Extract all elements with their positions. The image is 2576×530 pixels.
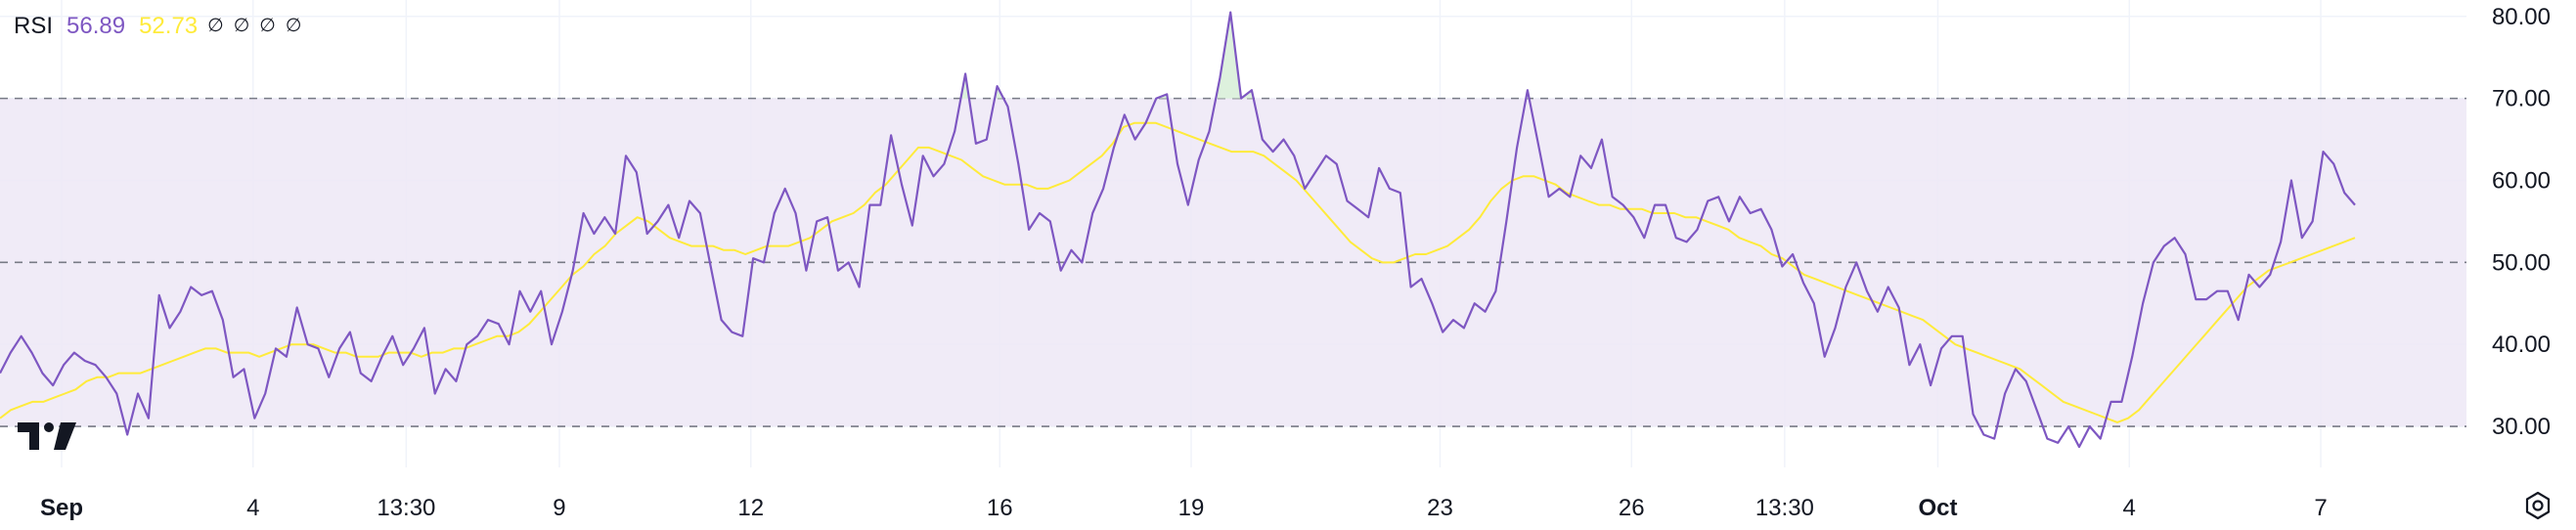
x-tick-label: 7 (2314, 495, 2327, 521)
rsi-level-lines (0, 97, 2466, 427)
rsi-value: 56.89 (67, 13, 126, 39)
y-axis: 80.00 70.00 60.00 50.00 40.00 30.00 (2492, 4, 2551, 440)
y-tick-label: 50.00 (2492, 249, 2551, 276)
x-tick-label: Sep (40, 495, 83, 521)
indicator-title: RSI (14, 13, 54, 39)
na-value: ∅ (285, 16, 312, 36)
rsi-line (0, 11, 2356, 449)
x-tick-label: 13:30 (377, 495, 435, 521)
indicator-legend[interactable]: RSI 56.89 52.73 ∅∅∅∅ (14, 12, 311, 41)
x-tick-label: 4 (246, 495, 259, 521)
x-tick-label: 12 (737, 495, 764, 521)
x-tick-label: 23 (1427, 495, 1453, 521)
na-value: ∅ (207, 16, 234, 36)
x-tick-label: Oct (1918, 495, 1957, 521)
rsi-ma-value: 52.73 (139, 13, 199, 39)
x-tick-label: 26 (1619, 495, 1645, 521)
y-tick-label: 60.00 (2492, 167, 2551, 194)
tradingview-logo-icon[interactable] (18, 420, 80, 457)
y-tick-label: 40.00 (2492, 331, 2551, 358)
y-tick-label: 70.00 (2492, 86, 2551, 112)
y-tick-label: 80.00 (2492, 4, 2551, 30)
x-tick-label: 19 (1178, 495, 1205, 521)
overbought-fill (960, 12, 1530, 99)
x-axis: Sep 4 13:30 9 12 16 19 23 26 13:30 Oct 4 7 (40, 495, 2328, 521)
rsi-ma-line (0, 121, 2356, 423)
na-value: ∅ (259, 16, 286, 36)
y-tick-label: 30.00 (2492, 414, 2551, 440)
x-tick-label: 13:30 (1755, 495, 1814, 521)
x-tick-label: 9 (553, 495, 565, 521)
x-tick-label: 4 (2123, 495, 2136, 521)
na-values: ∅∅∅∅ (207, 12, 311, 41)
na-value: ∅ (233, 16, 260, 36)
x-tick-label: 16 (987, 495, 1013, 521)
chart-settings-icon[interactable] (2523, 491, 2553, 525)
